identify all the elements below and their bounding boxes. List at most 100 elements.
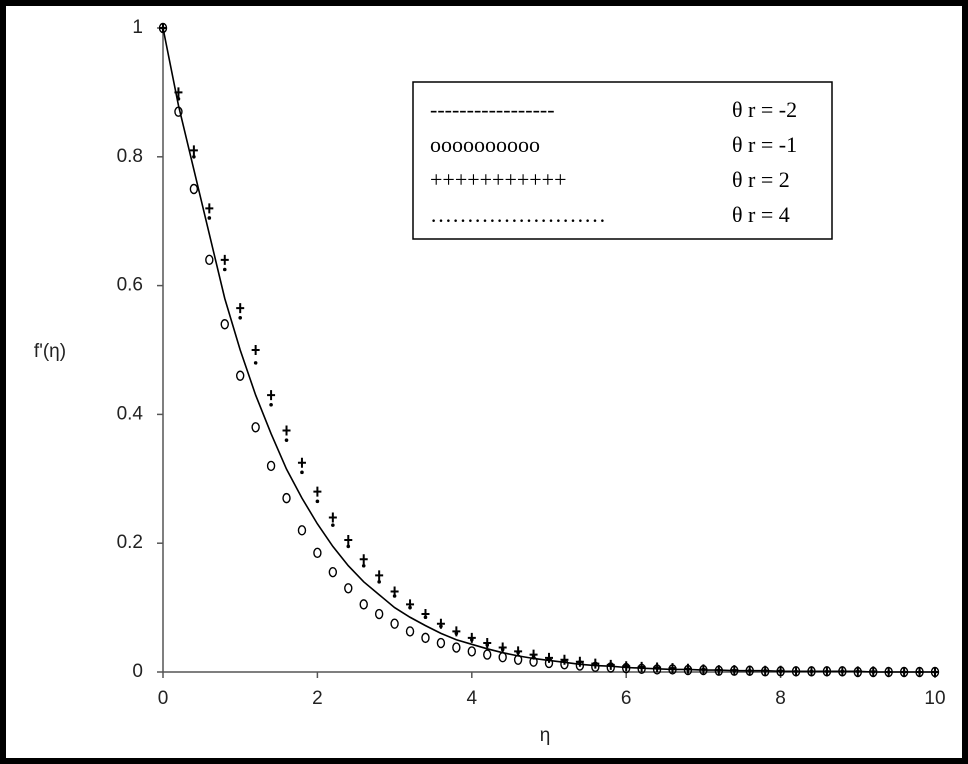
x-tick-label: 4 bbox=[467, 688, 478, 709]
dot-marker bbox=[331, 523, 335, 527]
dot-marker bbox=[346, 544, 351, 549]
circle-marker bbox=[251, 422, 260, 433]
dot-marker bbox=[933, 670, 937, 674]
circle-marker bbox=[313, 547, 322, 559]
circle-marker bbox=[374, 608, 384, 620]
dot-marker bbox=[222, 267, 227, 272]
dot-marker bbox=[315, 499, 320, 504]
plus-marker bbox=[313, 486, 322, 497]
circle-marker bbox=[205, 254, 214, 266]
legend-symbol: ----------------- bbox=[430, 97, 555, 122]
dot-marker bbox=[578, 660, 582, 665]
dot-marker bbox=[161, 26, 165, 30]
circle-marker bbox=[498, 651, 507, 663]
dot-marker bbox=[423, 615, 428, 620]
circle-marker bbox=[189, 183, 199, 195]
plus-marker bbox=[267, 390, 276, 401]
dot-marker bbox=[516, 650, 520, 655]
plus-marker bbox=[251, 345, 260, 355]
dot-marker bbox=[284, 438, 289, 442]
plus-marker bbox=[328, 512, 337, 523]
circle-marker bbox=[436, 637, 446, 649]
y-tick-label: 0.4 bbox=[117, 403, 144, 424]
plus-marker bbox=[174, 87, 183, 98]
circle-marker bbox=[359, 599, 368, 610]
dot-marker bbox=[778, 669, 783, 674]
y-tick-label: 0 bbox=[132, 661, 143, 682]
dot-marker bbox=[454, 631, 459, 636]
plus-marker bbox=[344, 534, 353, 545]
legend-label: θ r = -1 bbox=[732, 132, 797, 157]
dot-marker bbox=[655, 666, 659, 670]
dot-marker bbox=[902, 670, 906, 674]
y-tick-label: 0.2 bbox=[117, 532, 143, 553]
dot-marker bbox=[608, 663, 613, 668]
dot-marker bbox=[377, 580, 381, 584]
dot-marker bbox=[732, 668, 737, 673]
circle-marker bbox=[452, 642, 461, 653]
circle-marker bbox=[297, 525, 307, 536]
circle-marker bbox=[282, 492, 291, 504]
dot-marker bbox=[886, 670, 891, 674]
legend-symbol: +++++++++++ bbox=[430, 167, 566, 192]
dot-marker bbox=[300, 470, 304, 475]
circle-marker bbox=[405, 626, 415, 637]
dot-marker bbox=[408, 605, 412, 610]
circle-marker bbox=[174, 106, 183, 117]
circle-marker bbox=[421, 632, 430, 644]
dot-marker bbox=[809, 669, 814, 674]
legend-label: θ r = 2 bbox=[732, 167, 790, 192]
plus-marker bbox=[189, 145, 198, 156]
circle-marker bbox=[467, 646, 476, 657]
dot-marker bbox=[562, 658, 567, 663]
y-axis-label: f'(η) bbox=[34, 341, 66, 362]
x-tick-label: 0 bbox=[158, 688, 169, 709]
x-tick-label: 6 bbox=[621, 688, 632, 709]
dot-marker bbox=[670, 666, 675, 671]
dot-marker bbox=[856, 669, 860, 674]
dot-marker bbox=[361, 563, 366, 568]
dot-marker bbox=[392, 594, 397, 598]
x-tick-label: 10 bbox=[924, 688, 945, 709]
dot-marker bbox=[871, 670, 876, 674]
dot-marker bbox=[547, 656, 551, 661]
legend-symbol: …………………… bbox=[430, 202, 606, 227]
plus-marker bbox=[359, 554, 368, 565]
y-tick-label: 1 bbox=[132, 17, 143, 38]
legend-label: θ r = 4 bbox=[732, 202, 790, 227]
x-tick-label: 2 bbox=[312, 688, 323, 709]
circle-marker bbox=[266, 460, 276, 472]
dot-marker bbox=[624, 664, 628, 669]
plus-marker bbox=[375, 570, 384, 581]
dot-marker bbox=[238, 316, 242, 320]
x-axis-label: η bbox=[540, 725, 551, 746]
plus-marker bbox=[282, 425, 291, 436]
dot-marker bbox=[253, 361, 258, 365]
dot-marker bbox=[531, 654, 536, 658]
circle-marker bbox=[220, 319, 229, 330]
plus-marker bbox=[236, 303, 245, 314]
dot-marker bbox=[593, 662, 598, 667]
circle-marker bbox=[328, 566, 338, 578]
dot-marker bbox=[192, 155, 196, 159]
dot-marker bbox=[763, 668, 767, 673]
dot-marker bbox=[500, 647, 505, 652]
dot-marker bbox=[717, 668, 721, 672]
y-tick-label: 0.8 bbox=[117, 146, 143, 167]
dot-marker bbox=[840, 669, 845, 674]
dot-marker bbox=[439, 624, 443, 629]
dot-marker bbox=[825, 669, 829, 674]
dot-marker bbox=[794, 669, 798, 674]
dot-marker bbox=[686, 667, 690, 672]
dot-marker bbox=[470, 638, 474, 642]
dot-marker bbox=[207, 216, 212, 220]
plus-marker bbox=[220, 254, 229, 265]
plus-marker bbox=[297, 457, 306, 468]
legend-label: θ r = -2 bbox=[732, 97, 797, 122]
x-tick-label: 8 bbox=[775, 688, 786, 709]
dot-marker bbox=[917, 670, 922, 674]
y-tick-label: 0.6 bbox=[117, 275, 143, 296]
legend-box bbox=[412, 81, 833, 240]
dot-marker bbox=[176, 97, 181, 101]
